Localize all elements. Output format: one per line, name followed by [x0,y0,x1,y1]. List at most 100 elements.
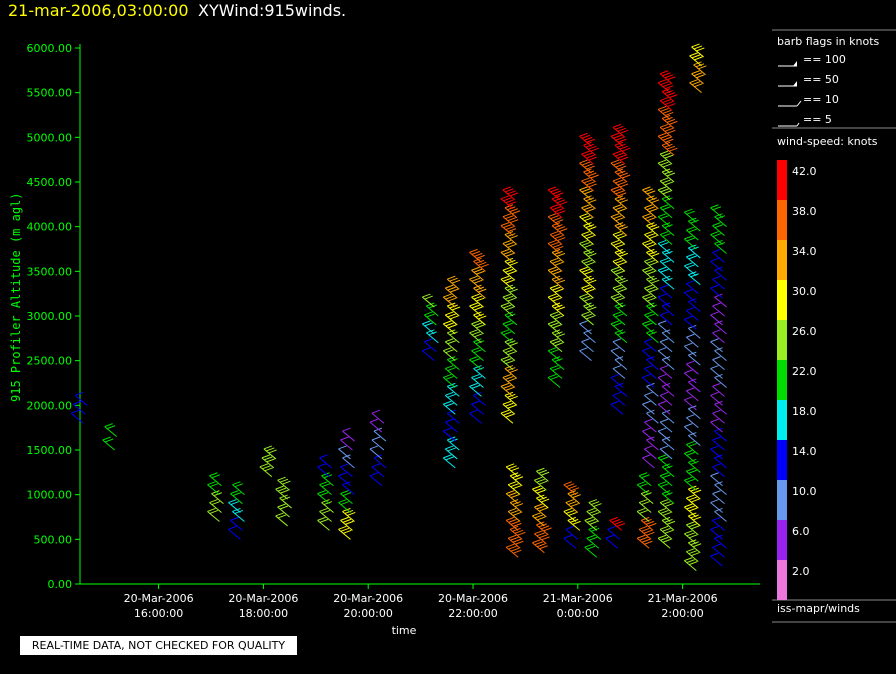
barb-flag [712,222,721,227]
wind-barb [473,284,487,299]
barb-flag [507,351,516,356]
barb-flag [661,141,671,146]
wind-barb [685,440,699,455]
barb-flag [583,275,592,280]
barb-staff [547,216,561,228]
barb-flag [230,501,240,506]
barb-staff [446,278,460,290]
wind-barb [340,463,353,478]
wind-barb [636,507,650,522]
wind-barb [504,338,518,353]
barb-flag [657,266,667,271]
barb-flag [581,188,591,193]
barb-flag [695,63,705,68]
barb-flag [613,241,622,246]
barb-staff [579,189,592,201]
barb-flag [619,172,628,177]
barb-staff [340,520,353,531]
barb-flag [538,507,548,512]
wind-barb [610,373,624,388]
barb-flag [664,74,674,79]
wind-barb [644,231,658,245]
barb-staff [583,198,596,210]
wind-barb [444,284,459,299]
barb-flag [583,302,592,307]
barb-staff [565,502,579,513]
barb-flag [619,145,628,150]
barb-flag [476,324,485,329]
barb-flag [549,231,559,236]
wind-barb [614,141,631,156]
wind-barb [532,512,546,527]
barb-flag [583,195,592,200]
wind-barb [636,481,650,496]
barb-flag [688,324,697,329]
barb-staff [661,466,675,478]
barb-flag [646,259,655,264]
y-tick-label: 500.00 [34,533,73,546]
wind-barb [607,525,621,540]
barb-flag [621,147,631,152]
barb-flag [646,222,655,227]
barb-flag [690,246,699,251]
barb-flag [106,425,116,430]
wind-barb [338,445,351,460]
barb-staff [657,350,671,362]
barb-staff [228,502,241,513]
wind-barb [102,436,116,451]
barb-flag [585,250,595,255]
wind-barb [712,356,725,370]
wind-barb [551,275,566,290]
barb-flag [509,499,519,504]
barb-flag [659,472,669,477]
barb-staff [581,287,594,299]
wind-barb [646,329,659,344]
colorbar-swatch [777,440,787,480]
barb-flag [507,367,516,372]
barb-flag [616,522,626,527]
barb-flag [579,159,588,164]
barb-staff [714,296,727,308]
x-tick-time: 22:00:00 [448,607,497,620]
barb-staff [714,243,727,254]
barb-flag [664,127,674,132]
barb-flag [207,481,216,486]
barb-flag [505,490,515,495]
wind-barb [683,503,698,518]
barb-staff [646,412,659,424]
barb-staff [581,341,594,353]
barb-staff [661,252,675,263]
barb-flag [712,463,721,468]
barb-staff [710,555,723,567]
barb-staff [549,260,563,272]
barb-flag [538,480,548,485]
wind-barb [502,213,519,228]
barb-flag [552,243,562,248]
barb-staff [642,216,655,228]
barb-flag [619,156,629,161]
wind-barb [425,302,439,317]
barb-flag [557,237,566,242]
barb-flag [644,268,653,273]
barb-flag [694,83,703,88]
barb-flag [610,159,620,164]
barb-flag [648,250,657,255]
barb-staff [319,484,332,496]
wind-barb [583,222,597,236]
barb-staff [579,216,592,228]
wind-barb [657,347,671,362]
barb-flag [615,136,624,141]
barb-flag [586,545,596,550]
wind-barb [275,512,288,527]
barb-flag [445,295,454,300]
barb-flag [662,511,672,516]
barb-flag [565,499,574,504]
barb-staff [319,457,332,469]
barb-flag [642,213,651,218]
barb-flag [688,534,698,539]
colorbar-swatch [777,160,787,200]
barb-flag [617,127,626,132]
wind-barb [446,275,461,290]
barb-flag [688,432,697,437]
barb-flag [551,302,561,307]
